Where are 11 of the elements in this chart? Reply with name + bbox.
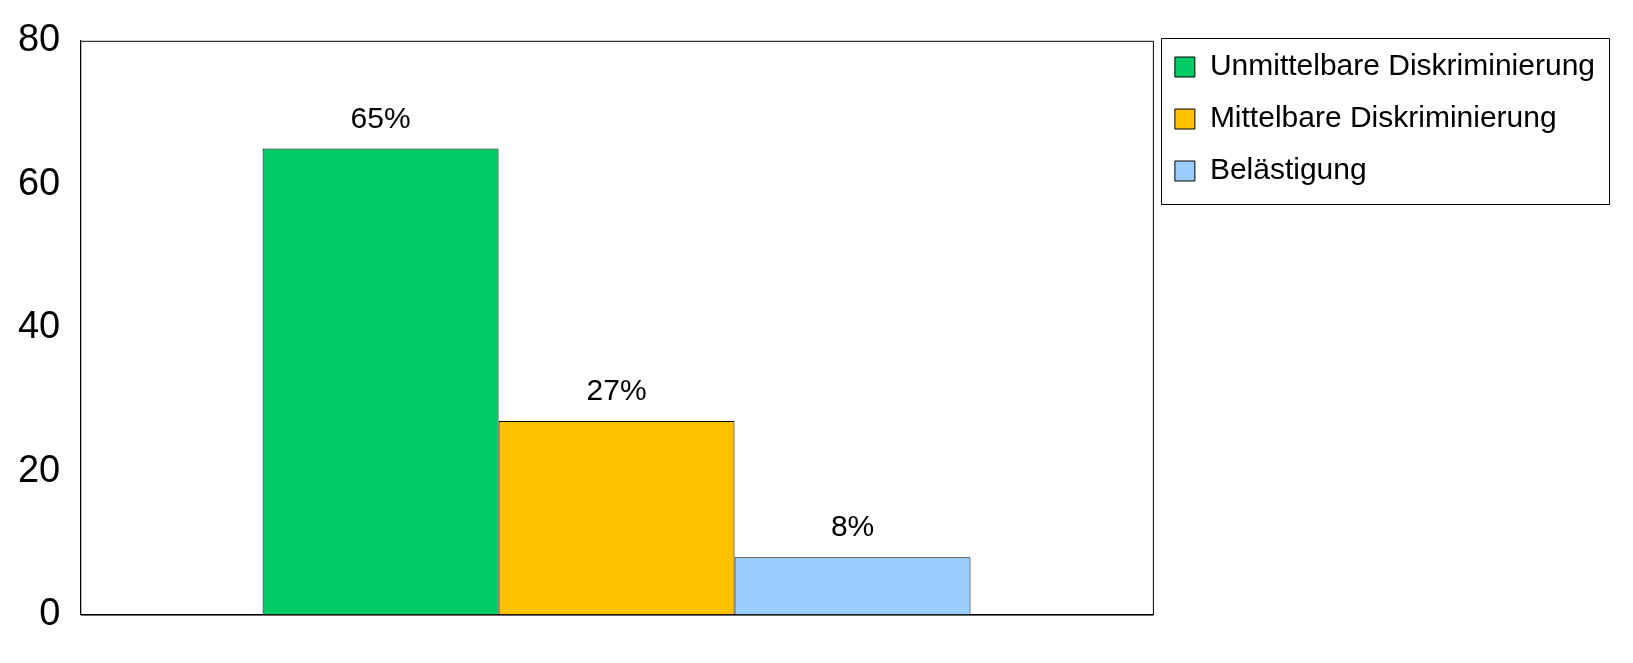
legend-label: Belästigung bbox=[1209, 152, 1367, 186]
y-tick-label: 20 bbox=[17, 447, 61, 490]
legend-label: Unmittelbare Diskriminierung bbox=[1209, 48, 1595, 82]
legend-label: Mittelbare Diskriminierung bbox=[1209, 100, 1557, 134]
y-tick-label: 60 bbox=[17, 160, 61, 203]
y-tick-label: 80 bbox=[17, 17, 61, 60]
data-label: 27% bbox=[586, 373, 647, 407]
data-label: 65% bbox=[350, 100, 411, 134]
y-tick-label: 0 bbox=[39, 591, 61, 634]
data-label: 8% bbox=[830, 509, 875, 543]
y-tick-label: 40 bbox=[17, 304, 61, 347]
